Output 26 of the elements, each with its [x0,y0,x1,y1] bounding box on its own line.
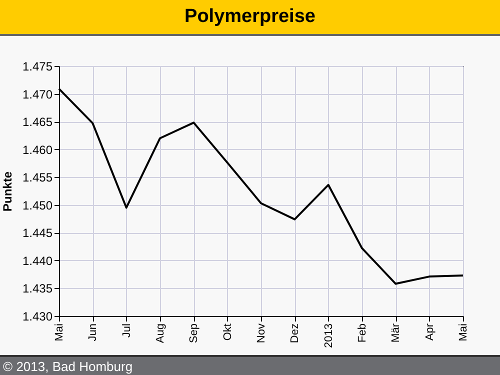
y-tick-label: 1.430 [22,310,53,324]
x-tick-label: Aug [154,324,166,344]
x-tick-label: Jun [87,324,100,342]
y-tick-label: 1.450 [22,198,53,212]
text: © 2013, Bad Homburg [0,355,500,375]
x-tick-label: Dez [289,324,302,344]
y-tick-label: 1.440 [22,254,53,268]
x-tick-label: Feb [356,324,368,342]
x-tick-label: Mär [390,323,402,342]
y-tick-label: 1.455 [22,170,53,185]
y-tick-label: 1.445 [22,226,53,240]
x-tick-label: Mai [458,324,470,342]
x-tick-label: Apr [424,323,436,341]
x-tick-label: Okt [222,324,234,341]
y-tick-label: 1.470 [22,87,53,102]
y-tick-label: 1.475 [22,60,53,74]
x-tick-label: 2013 [322,324,335,348]
x-tick-label: Nov [256,323,268,344]
y-tick-label: 1.435 [22,282,53,296]
x-tick-label: Mai [54,324,66,342]
y-tick-label: 1.465 [22,115,53,130]
y-tick-label: 1.460 [22,142,53,157]
x-tick-label: Sep [188,324,200,344]
y-axis-title: Punkte [0,171,14,212]
x-tick-label: Jul [120,324,133,338]
chart-title: Polymerpreise [0,0,500,36]
